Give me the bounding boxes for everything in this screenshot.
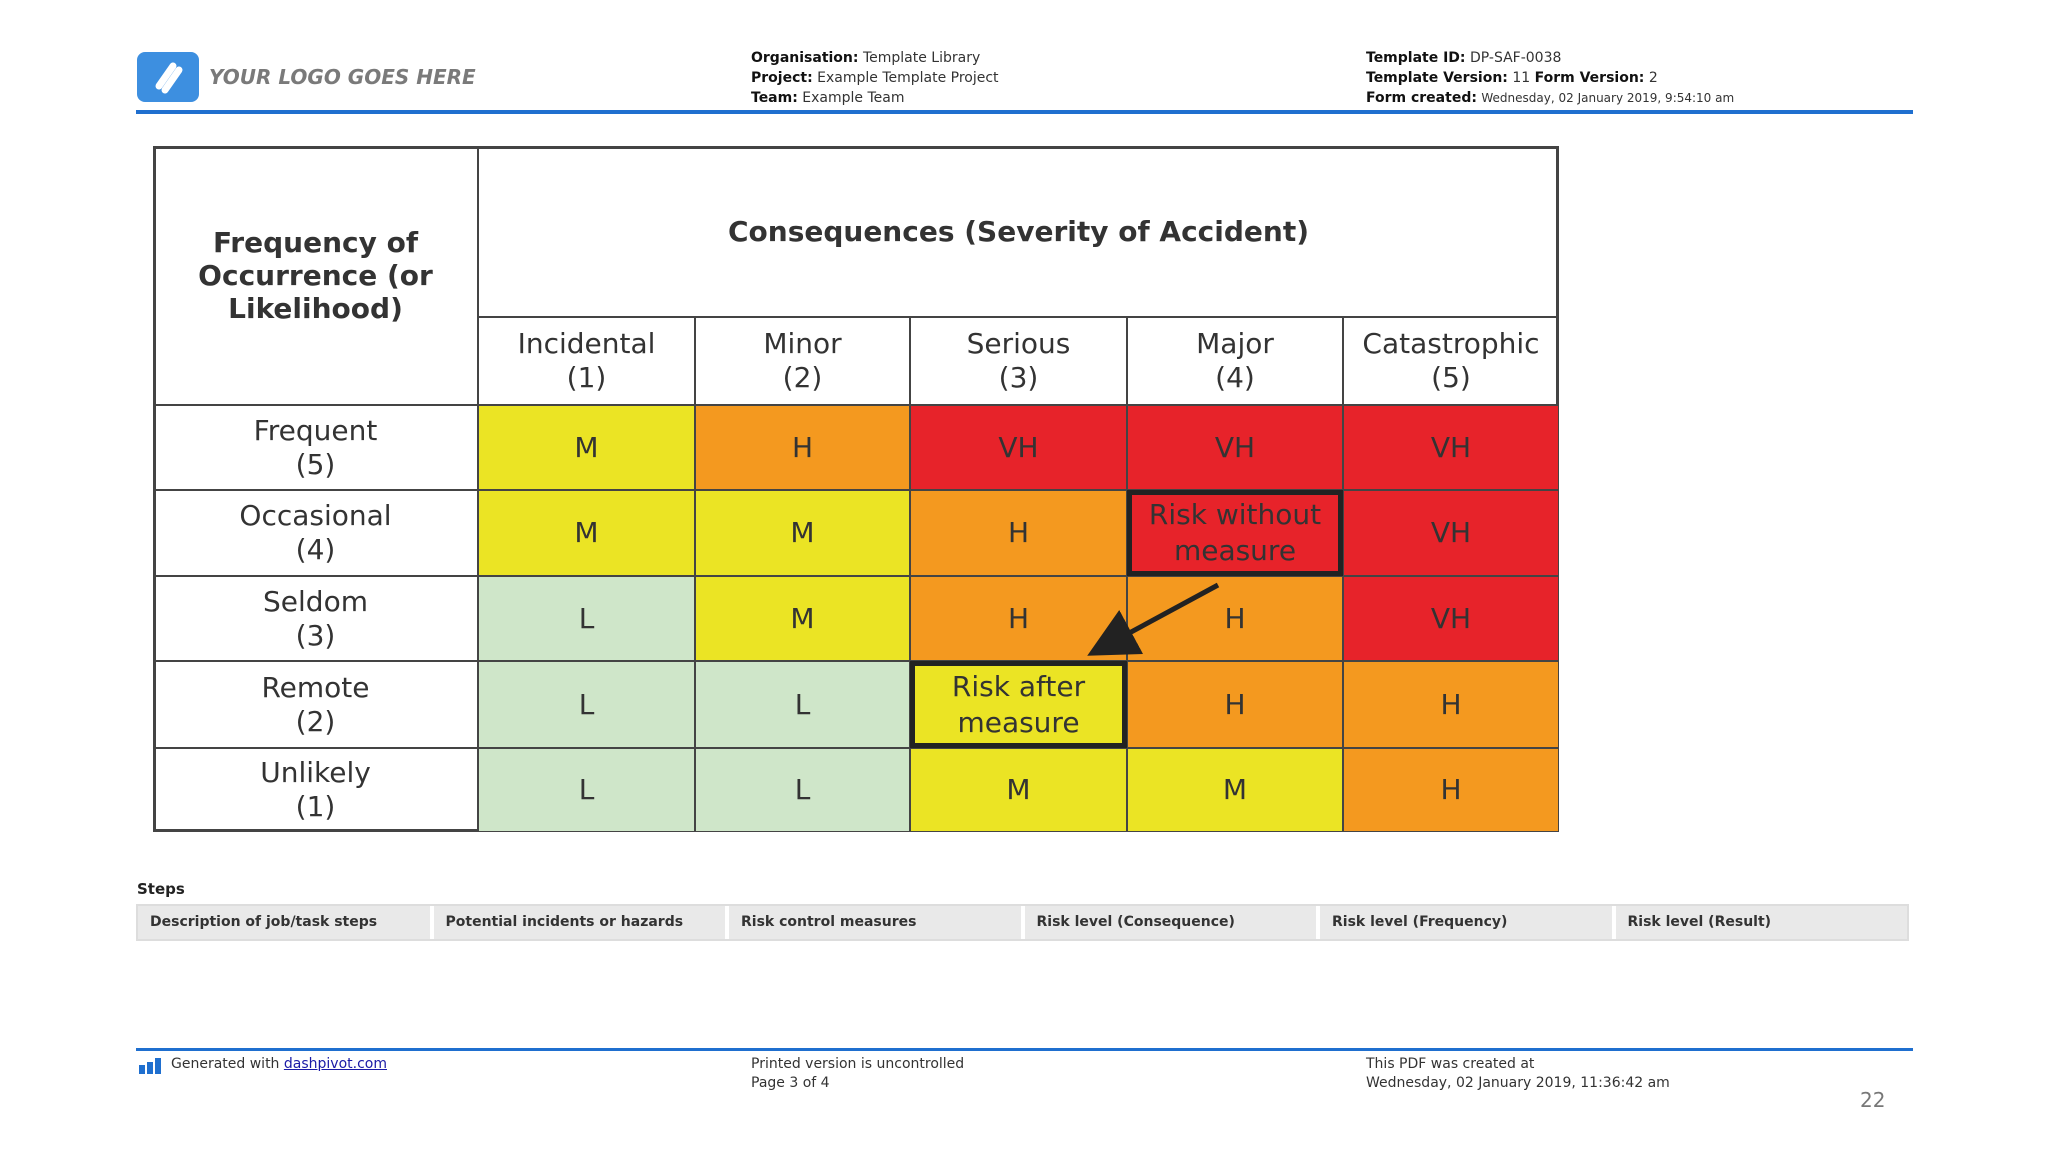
matrix-title: Consequences (Severity of Accident) xyxy=(478,146,1559,317)
line2: (3) xyxy=(295,618,336,652)
column-header: Incidental (1) xyxy=(478,317,695,405)
risk-cell: H xyxy=(1343,661,1559,748)
line1: Unlikely xyxy=(260,756,371,789)
footer-generated: Generated with dashpivot.com xyxy=(171,1054,471,1074)
column-header: Serious (3) xyxy=(910,317,1127,405)
annotation: Risk without measure xyxy=(1127,490,1343,576)
header-field: Form created: Wednesday, 02 January 2019… xyxy=(1366,88,1866,108)
line1: Serious xyxy=(966,327,1071,360)
risk-cell: M xyxy=(910,748,1127,832)
risk-cell: L xyxy=(478,748,695,832)
risk-cell: L xyxy=(695,748,910,832)
line1: Occasional xyxy=(239,499,392,532)
logo-icon xyxy=(137,52,199,102)
field-value: Wednesday, 02 January 2019, 9:54:10 am xyxy=(1481,91,1735,105)
header-field: Template Version: 11 Form Version: 2 xyxy=(1366,68,1866,88)
line1: Catastrophic xyxy=(1362,327,1540,360)
page-number: 22 xyxy=(1860,1088,1886,1112)
annotation: Risk after measure xyxy=(910,661,1127,748)
risk-cell: M xyxy=(1127,748,1343,832)
line1: Seldom xyxy=(263,584,368,618)
line2: (4) xyxy=(295,533,336,566)
line2: (1) xyxy=(295,790,336,823)
line2: (3) xyxy=(998,361,1039,394)
row-label: Occasional (4) xyxy=(153,490,478,576)
header-field: Organisation: Template Library xyxy=(751,48,1251,68)
line2: (1) xyxy=(566,361,607,394)
field-value: 11 xyxy=(1512,70,1531,86)
row-label: Remote (2) xyxy=(153,661,478,748)
line1: Frequent xyxy=(253,413,378,447)
risk-cell: VH xyxy=(1343,576,1559,661)
steps-column-header: Risk level (Consequence) xyxy=(1022,904,1318,941)
field-value: DP-SAF-0038 xyxy=(1469,50,1562,66)
field-label: Form Version: xyxy=(1534,70,1645,86)
field-label: Template Version: xyxy=(1366,70,1508,86)
risk-cell: M xyxy=(695,490,910,576)
line2: (2) xyxy=(295,704,336,738)
risk-cell: H xyxy=(910,490,1127,576)
field-value: 2 xyxy=(1648,70,1658,86)
line1: Major xyxy=(1196,327,1274,360)
bars-icon xyxy=(139,1058,161,1074)
generated-text: Generated with xyxy=(171,1056,280,1072)
risk-cell: VH xyxy=(1343,490,1559,576)
risk-cell: L xyxy=(478,661,695,748)
arrow xyxy=(1087,582,1220,656)
field-label: Team: xyxy=(751,90,798,106)
row-label: Seldom (3) xyxy=(153,576,478,661)
footer-icon xyxy=(139,1058,163,1074)
footer-text: Page 3 of 4 xyxy=(751,1075,830,1091)
header-field: Template ID: DP-SAF-0038 xyxy=(1366,48,1866,68)
line1: Minor xyxy=(763,327,842,360)
field-label: Form created: xyxy=(1366,90,1477,106)
column-header: Catastrophic (5) xyxy=(1343,317,1559,405)
column-header: Major (4) xyxy=(1127,317,1343,405)
footer-rule xyxy=(136,1048,1913,1051)
risk-cell: H xyxy=(1343,748,1559,832)
header-rule xyxy=(136,110,1913,114)
steps-title: Steps xyxy=(137,880,185,898)
row-header: Frequency of Occurrence (or Likelihood) xyxy=(153,146,478,405)
risk-cell: H xyxy=(695,405,910,490)
header-field: Project: Example Template Project xyxy=(751,68,1251,88)
link[interactable]: dashpivot.com xyxy=(283,1056,387,1072)
field-value: Example Template Project xyxy=(817,70,999,86)
column-header: Minor (2) xyxy=(695,317,910,405)
risk-cell: L xyxy=(478,576,695,661)
risk-cell: M xyxy=(695,576,910,661)
row-label: Unlikely (1) xyxy=(153,748,478,832)
footer-text: Printed version is uncontrolled xyxy=(751,1056,965,1072)
risk-cell: H xyxy=(1127,661,1343,748)
field-value: Template Library xyxy=(862,50,981,66)
risk-cell: VH xyxy=(1127,405,1343,490)
line2: (5) xyxy=(1431,361,1471,394)
risk-cell: M xyxy=(478,405,695,490)
risk-cell: L xyxy=(695,661,910,748)
line2: (2) xyxy=(782,361,823,394)
steps-column-header: Risk level (Frequency) xyxy=(1318,904,1614,941)
footer-text: Wednesday, 02 January 2019, 11:36:42 am xyxy=(1366,1075,1670,1091)
logo-text: YOUR LOGO GOES HERE xyxy=(209,65,476,89)
logo-glyph xyxy=(155,62,183,94)
risk-cell: M xyxy=(478,490,695,576)
risk-cell: VH xyxy=(910,405,1127,490)
field-label: Template ID: xyxy=(1366,50,1466,66)
line1: Incidental xyxy=(517,327,656,360)
row-label: Frequent (5) xyxy=(153,405,478,490)
field-label: Organisation: xyxy=(751,50,859,66)
footer-text: This PDF was created at xyxy=(1366,1056,1535,1072)
field-label: Project: xyxy=(751,70,813,86)
steps-table-border xyxy=(136,904,1909,941)
field-value: Example Team xyxy=(802,90,905,106)
risk-cell: VH xyxy=(1343,405,1559,490)
header-field: Team: Example Team xyxy=(751,88,1251,108)
line2: (4) xyxy=(1215,361,1255,394)
line2: (5) xyxy=(295,447,336,481)
risk-cell: H xyxy=(1127,576,1343,661)
line1: Remote xyxy=(261,670,370,704)
